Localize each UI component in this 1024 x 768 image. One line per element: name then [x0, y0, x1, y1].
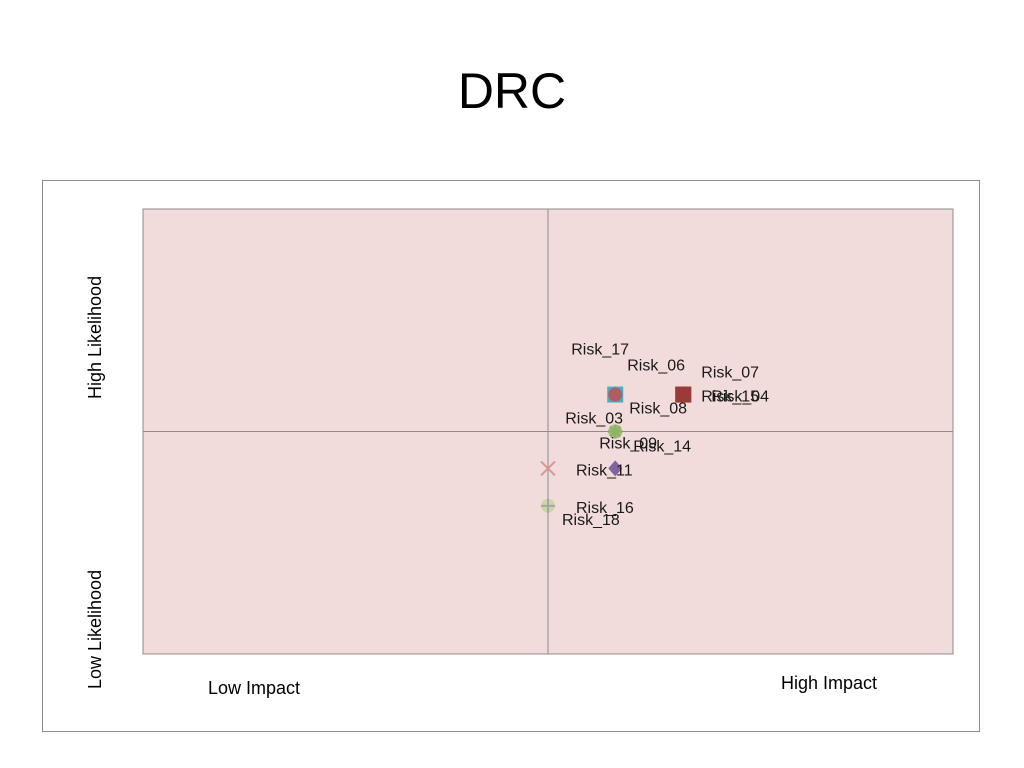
point-risk-03-label: Risk_03	[565, 411, 623, 428]
point-risk-11-marker	[540, 460, 556, 477]
slide-title: DRC	[457, 63, 567, 119]
point-risk-11-label: Risk_11	[576, 462, 633, 479]
point-risk-14-label: Risk_14	[633, 438, 691, 455]
point-risk-07-label: Risk_07	[701, 365, 759, 382]
point-risk-04-marker	[675, 386, 692, 403]
point-risk-14-marker	[608, 460, 623, 477]
point-risk-04-label: Risk_04	[711, 389, 769, 406]
x-axis-high-label: High Impact	[781, 673, 877, 693]
chart-svg: Low Impact High Impact High Likelihood L…	[85, 208, 954, 698]
data-points-layer	[540, 385, 692, 513]
point-risk-08-label: Risk_08	[629, 401, 687, 418]
point-risk-17-label: Risk_17	[571, 342, 629, 359]
point-risk-18-marker	[541, 498, 555, 513]
x-axis-low-label: Low Impact	[208, 678, 300, 698]
point-risk-09-label: Risk_09	[599, 436, 657, 453]
risk-matrix-chart: Low Impact High Impact High Likelihood L…	[42, 180, 980, 732]
point-risk-16-label: Risk_16	[576, 500, 634, 517]
point-risk-18-label: Risk_18	[562, 512, 620, 529]
y-axis-low-label: Low Likelihood	[85, 570, 105, 689]
point-risk-06-label: Risk_06	[627, 358, 685, 375]
y-axis-high-label: High Likelihood	[85, 276, 105, 399]
point-risk-09-marker	[608, 424, 623, 439]
point-risk-15-label: Risk_15	[701, 389, 759, 406]
point-risk-08-marker	[608, 387, 623, 402]
